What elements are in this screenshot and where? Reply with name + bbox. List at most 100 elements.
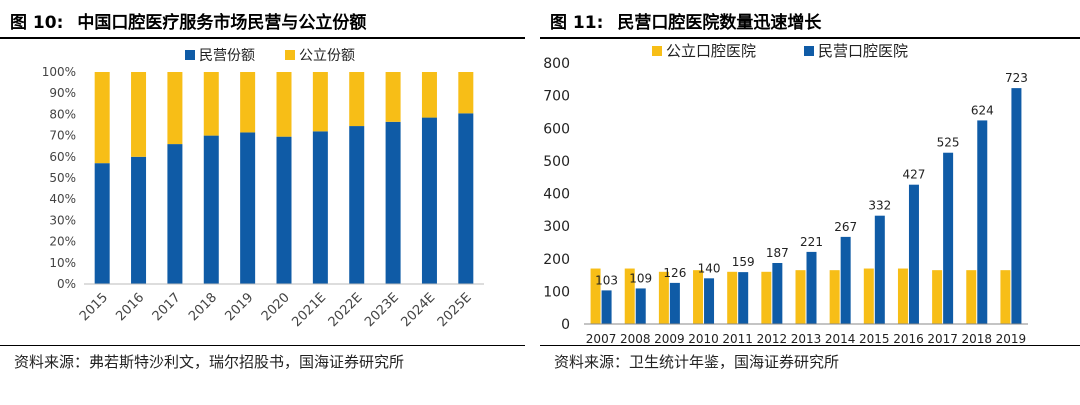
figure-11-title: 图 11: 民营口腔医院数量迅速增长 xyxy=(550,8,821,33)
bar xyxy=(806,251,817,324)
x-tick-label: 2016 xyxy=(893,332,924,346)
bar-segment xyxy=(349,126,365,284)
y-tick-label: 70% xyxy=(49,129,76,143)
bar-segment xyxy=(458,72,474,114)
data-label: 624 xyxy=(971,103,994,117)
y-tick-label: 0% xyxy=(57,277,76,291)
legend: 公立口腔医院 民营口腔医院 xyxy=(652,42,908,60)
data-label: 221 xyxy=(800,235,823,249)
y-tick-label: 10% xyxy=(49,256,76,270)
bar xyxy=(635,288,646,324)
figure-11-source: 资料来源：卫生统计年鉴，国海证券研究所 xyxy=(554,353,840,371)
legend-swatch xyxy=(185,50,195,60)
bar xyxy=(977,120,988,324)
figure-10-bottom-rule xyxy=(0,345,525,346)
data-label: 427 xyxy=(903,168,926,182)
bar-segment xyxy=(203,135,219,284)
y-tick-label: 100% xyxy=(42,65,76,79)
bar-segment xyxy=(131,156,147,284)
legend-swatch xyxy=(804,46,814,56)
y-tick-label: 800 xyxy=(543,56,570,72)
data-label: 187 xyxy=(766,246,789,260)
x-tick-label: 2019 xyxy=(996,332,1027,346)
data-label: 159 xyxy=(732,255,755,269)
bar-segment xyxy=(312,131,328,284)
bar xyxy=(727,271,738,324)
y-tick-label: 500 xyxy=(543,154,570,170)
bar xyxy=(624,268,635,324)
x-tick-label: 2009 xyxy=(654,332,685,346)
y-tick-label: 200 xyxy=(543,252,570,268)
figure-11-panel: 图 11: 民营口腔医院数量迅速增长 公立口腔医院 民营口腔医院 0 100 200 300… xyxy=(540,0,1080,405)
bar xyxy=(772,262,783,324)
legend-swatch xyxy=(285,50,295,60)
x-tick-label: 2015 xyxy=(77,290,111,324)
y-tick-label: 30% xyxy=(49,213,76,227)
bar xyxy=(943,152,954,324)
data-label: 109 xyxy=(629,271,652,285)
bar xyxy=(761,271,772,324)
data-label: 126 xyxy=(663,266,686,280)
x-tick-label: 2023E xyxy=(362,290,402,330)
x-tick-label: 2017 xyxy=(927,332,958,346)
bar xyxy=(658,271,669,324)
x-tick-label: 2014 xyxy=(825,332,856,346)
figure-10-title-text: 中国口腔医疗服务市场民营与公立份额 xyxy=(77,13,367,33)
bar xyxy=(601,290,612,324)
bar xyxy=(897,268,908,324)
bar-segment xyxy=(385,121,401,284)
bar xyxy=(590,268,601,324)
market-share-chart: 民营份额 公立份额 0% 10% 20% 30% 40% 50% 60% 70% 80% 90% 100… xyxy=(42,48,484,330)
bar-segment xyxy=(203,72,219,136)
x-tick-label: 2011 xyxy=(722,332,753,346)
x-tick-label: 2012 xyxy=(757,332,788,346)
bar-segment xyxy=(421,117,437,284)
bar-segment xyxy=(131,72,147,157)
bar xyxy=(840,236,851,324)
bar xyxy=(874,215,885,324)
y-tick-label: 80% xyxy=(49,107,76,121)
data-label: 267 xyxy=(834,220,857,234)
y-tick-label: 60% xyxy=(49,150,76,164)
bar xyxy=(738,272,749,324)
bar-segment xyxy=(276,72,292,137)
y-tick-label: 0 xyxy=(561,317,570,333)
y-tick-label: 100 xyxy=(543,284,570,300)
figure-11-top-rule xyxy=(540,37,1080,39)
x-tick-label: 2020 xyxy=(259,290,293,324)
data-label: 525 xyxy=(937,136,960,150)
legend: 民营份额 公立份额 xyxy=(185,48,355,64)
x-tick-label: 2017 xyxy=(150,290,184,324)
x-tick-label: 2019 xyxy=(222,290,256,324)
data-label: 140 xyxy=(698,261,721,275)
legend-label: 公立份额 xyxy=(299,48,355,64)
y-tick-label: 50% xyxy=(49,171,76,185)
x-tick-label: 2024E xyxy=(398,290,438,330)
hospital-count-chart: 公立口腔医院 民营口腔医院 0 100 200 300 400 500 600 700 800 103… xyxy=(543,42,1028,346)
bar-segment xyxy=(94,163,110,284)
bar xyxy=(795,270,806,324)
bar-segment xyxy=(240,132,256,284)
bar-segment xyxy=(312,72,328,132)
x-tick-label: 2008 xyxy=(620,332,651,346)
bar-segment xyxy=(458,113,474,284)
data-label: 332 xyxy=(868,199,891,213)
legend-label: 民营口腔医院 xyxy=(818,42,908,60)
x-tick-label: 2018 xyxy=(186,290,220,324)
x-tick-label: 2021E xyxy=(289,290,329,330)
figure-10-top-rule xyxy=(0,37,525,39)
bar xyxy=(1011,88,1022,324)
figure-11-bottom-rule xyxy=(540,345,1080,346)
x-tick-label: 2025E xyxy=(435,290,475,330)
bar xyxy=(829,270,840,324)
y-tick-label: 300 xyxy=(543,219,570,235)
bar xyxy=(704,278,715,324)
bar xyxy=(908,184,919,324)
legend-label: 民营份额 xyxy=(199,48,255,64)
x-tick-label: 2007 xyxy=(586,332,617,346)
bar xyxy=(966,270,977,324)
y-tick-label: 20% xyxy=(49,235,76,249)
x-tick-label: 2016 xyxy=(113,290,147,324)
data-label: 723 xyxy=(1005,71,1028,85)
bar-segment xyxy=(385,72,401,122)
